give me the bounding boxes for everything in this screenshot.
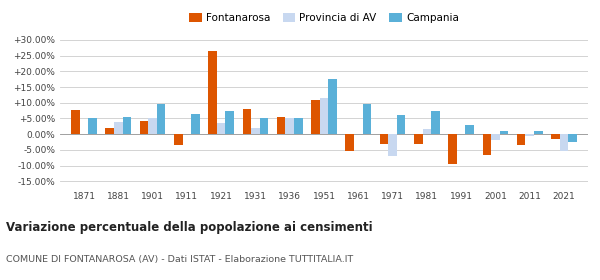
Bar [328,79,337,134]
Bar [260,118,268,134]
Bar [466,125,474,134]
Bar [114,122,122,134]
Bar [286,118,294,134]
Bar [71,110,80,134]
Bar [551,134,560,139]
Bar [517,134,526,145]
Bar [568,134,577,142]
Bar [311,100,320,134]
Bar [226,111,234,134]
Bar [346,134,354,151]
Bar [106,128,114,134]
Bar [380,134,388,144]
Text: COMUNE DI FONTANAROSA (AV) - Dati ISTAT - Elaborazione TUTTITALIA.IT: COMUNE DI FONTANAROSA (AV) - Dati ISTAT … [6,255,353,264]
Bar [500,131,508,134]
Bar [208,51,217,134]
Bar [157,104,166,134]
Bar [140,121,148,134]
Bar [242,109,251,134]
Bar [422,129,431,134]
Bar [174,134,182,145]
Bar [251,128,260,134]
Bar [191,114,200,134]
Bar [362,104,371,134]
Bar [148,118,157,134]
Bar [448,134,457,164]
Bar [414,134,422,144]
Bar [294,118,302,134]
Bar [122,117,131,134]
Text: Variazione percentuale della popolazione ai censimenti: Variazione percentuale della popolazione… [6,221,373,234]
Bar [397,115,406,134]
Bar [388,134,397,156]
Bar [431,111,440,134]
Bar [534,131,542,134]
Bar [320,98,328,134]
Bar [482,134,491,155]
Bar [560,134,568,151]
Legend: Fontanarosa, Provincia di AV, Campania: Fontanarosa, Provincia di AV, Campania [187,11,461,25]
Bar [491,134,500,141]
Bar [217,123,226,134]
Bar [88,118,97,134]
Bar [526,134,534,136]
Bar [277,117,286,134]
